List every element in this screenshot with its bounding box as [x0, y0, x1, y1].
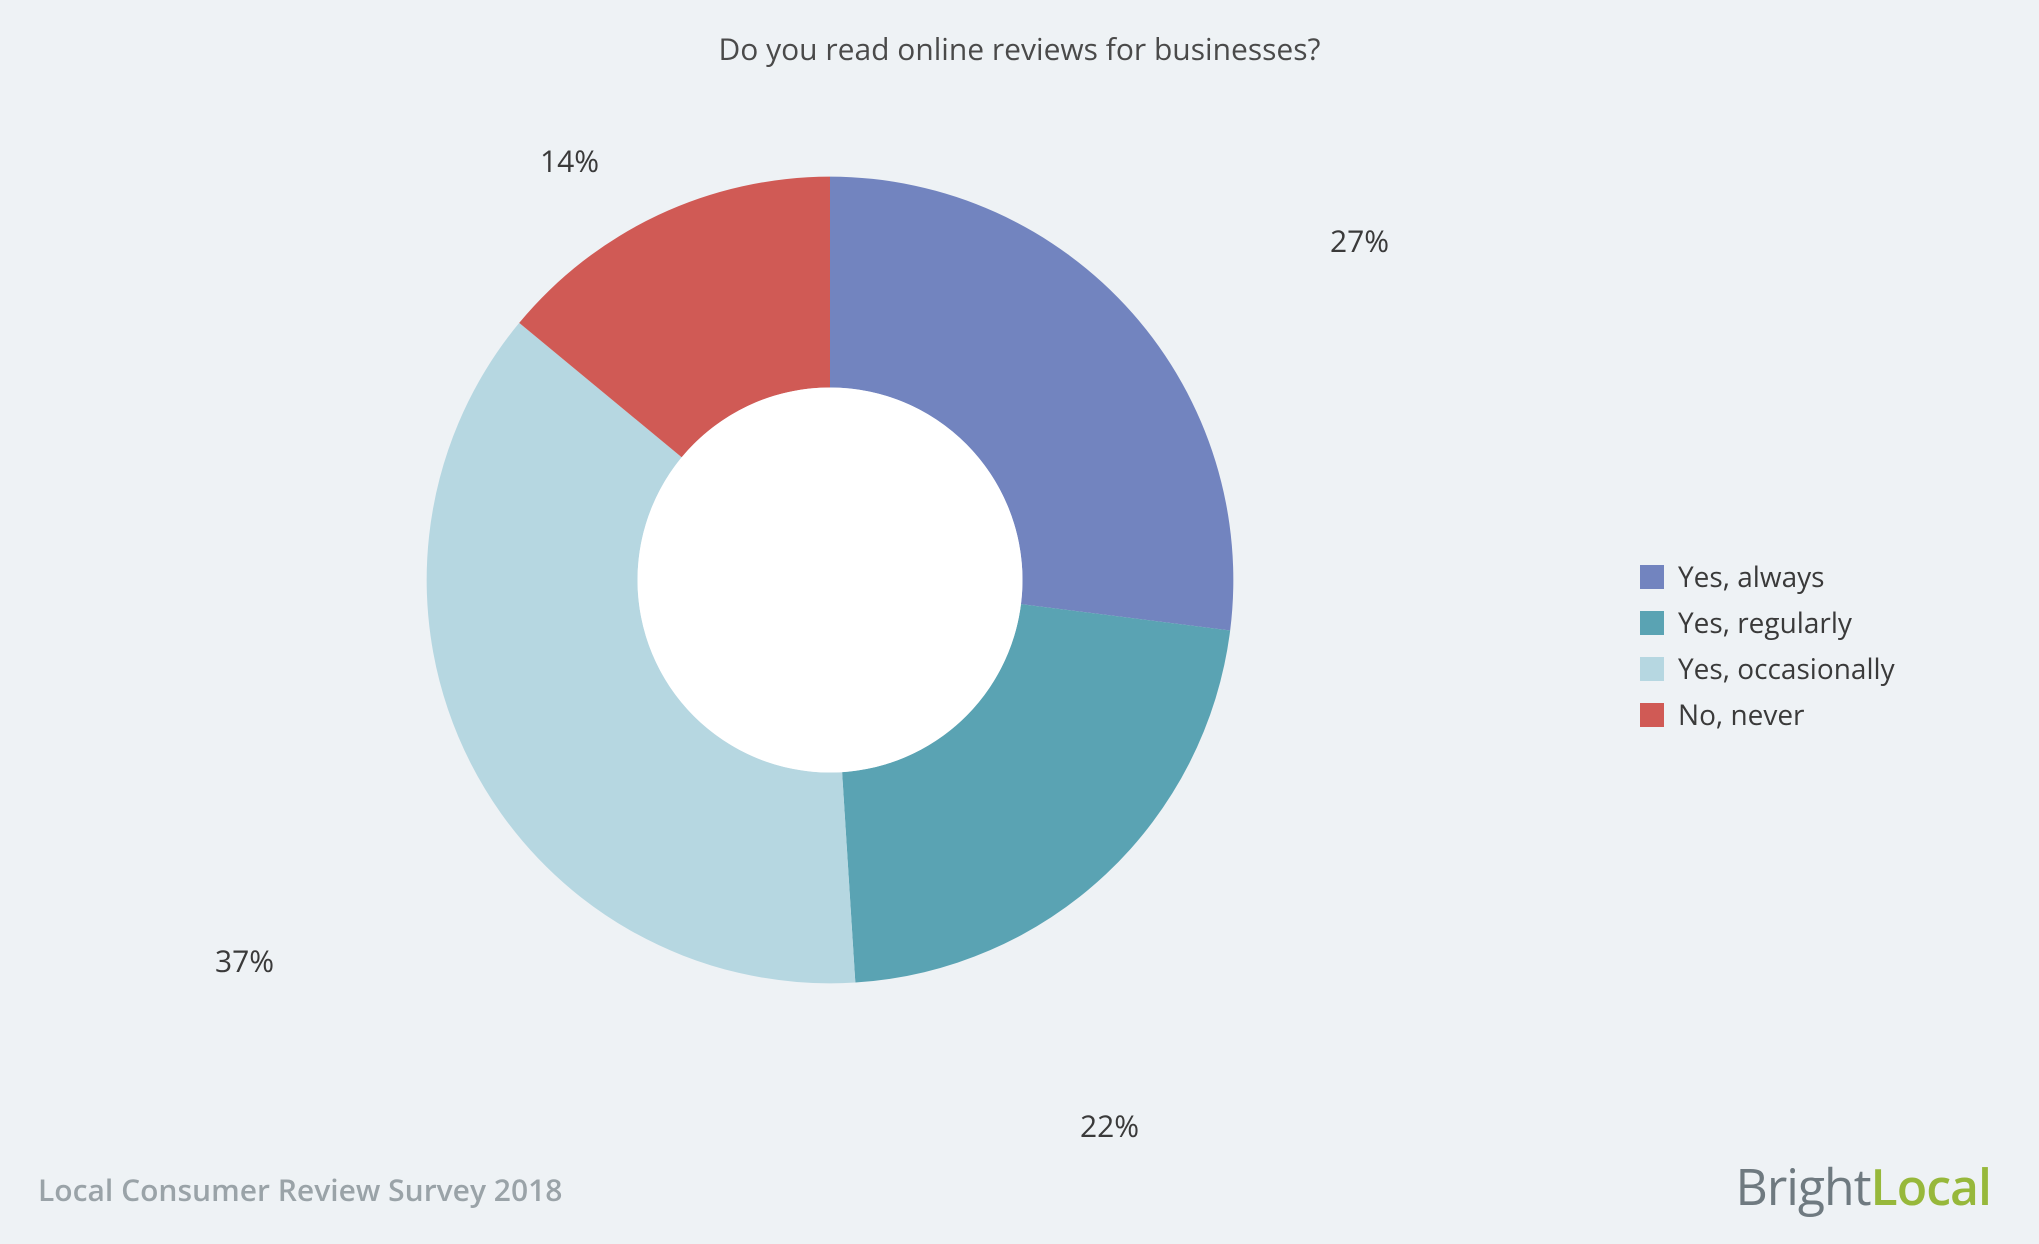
brand-part-1: Bright [1736, 1152, 1871, 1220]
footer-caption: Local Consumer Review Survey 2018 [38, 1169, 562, 1210]
legend-item: Yes, regularly [1640, 604, 1895, 642]
segment-label: 22% [1080, 1105, 1139, 1146]
brand-part-2: Local [1871, 1152, 1991, 1220]
legend-item: Yes, occasionally [1640, 650, 1895, 688]
segment-label: 27% [1330, 220, 1389, 261]
donut-svg [390, 140, 1270, 1020]
legend-label: No, never [1678, 696, 1805, 734]
legend-swatch [1640, 703, 1664, 727]
brand-logo: BrightLocal [1736, 1152, 1991, 1220]
legend-item: Yes, always [1640, 558, 1895, 596]
legend-swatch [1640, 565, 1664, 589]
chart-title: Do you read online reviews for businesse… [0, 28, 2039, 69]
donut-hole [638, 388, 1023, 773]
donut-chart [390, 140, 1270, 1020]
legend-swatch [1640, 611, 1664, 635]
segment-label: 14% [540, 140, 599, 181]
chart-canvas: Do you read online reviews for businesse… [0, 0, 2039, 1244]
legend: Yes, always Yes, regularly Yes, occasional… [1640, 550, 1895, 742]
legend-label: Yes, always [1678, 558, 1825, 596]
legend-label: Yes, regularly [1678, 604, 1852, 642]
segment-label: 37% [215, 940, 274, 981]
legend-swatch [1640, 657, 1664, 681]
legend-label: Yes, occasionally [1678, 650, 1895, 688]
legend-item: No, never [1640, 696, 1895, 734]
